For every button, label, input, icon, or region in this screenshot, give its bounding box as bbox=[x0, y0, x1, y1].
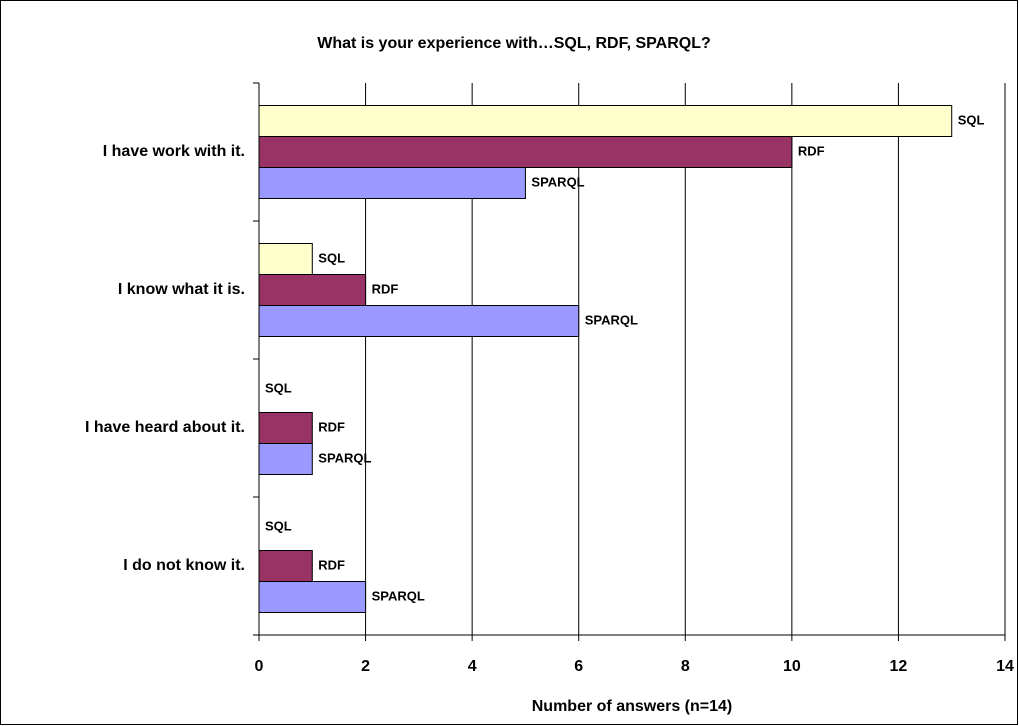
bar-label: SPARQL bbox=[318, 450, 371, 465]
x-tick-label: 12 bbox=[890, 658, 908, 675]
bar bbox=[258, 305, 580, 337]
bar bbox=[258, 167, 526, 199]
bar bbox=[258, 136, 793, 168]
bar bbox=[258, 412, 313, 444]
x-tick-label: 10 bbox=[783, 658, 801, 675]
bar-label: SQL bbox=[318, 250, 345, 265]
bar bbox=[258, 105, 953, 137]
bar bbox=[258, 443, 313, 475]
x-tick-label: 8 bbox=[681, 658, 690, 675]
bar-label: RDF bbox=[318, 419, 345, 434]
bar bbox=[258, 581, 367, 613]
y-tick-label: I have heard about it. bbox=[85, 419, 245, 436]
x-tick-label: 14 bbox=[996, 658, 1014, 675]
bar-label: RDF bbox=[372, 281, 399, 296]
x-tick-label: 2 bbox=[361, 658, 370, 675]
y-tick-label: I know what it is. bbox=[118, 281, 245, 298]
x-tick-label: 4 bbox=[468, 658, 477, 675]
x-tick-label: 0 bbox=[255, 658, 264, 675]
y-tick-label: I do not know it. bbox=[123, 557, 245, 574]
bar-label: SPARQL bbox=[531, 174, 584, 189]
bar-label: SQL bbox=[265, 518, 292, 533]
bar bbox=[258, 274, 367, 306]
bar-label: RDF bbox=[318, 557, 345, 572]
bar bbox=[258, 243, 313, 275]
x-axis-title: Number of answers (n=14) bbox=[532, 698, 733, 715]
bar-label: SPARQL bbox=[585, 312, 638, 327]
chart-title: What is your experience with…SQL, RDF, S… bbox=[317, 35, 711, 52]
bar-label: RDF bbox=[798, 143, 825, 158]
y-tick-label: I have work with it. bbox=[103, 143, 245, 160]
bar bbox=[258, 550, 313, 582]
bar-label: SQL bbox=[265, 380, 292, 395]
bar-label: SPARQL bbox=[372, 588, 425, 603]
x-tick-label: 6 bbox=[574, 658, 583, 675]
bar-label: SQL bbox=[958, 112, 985, 127]
